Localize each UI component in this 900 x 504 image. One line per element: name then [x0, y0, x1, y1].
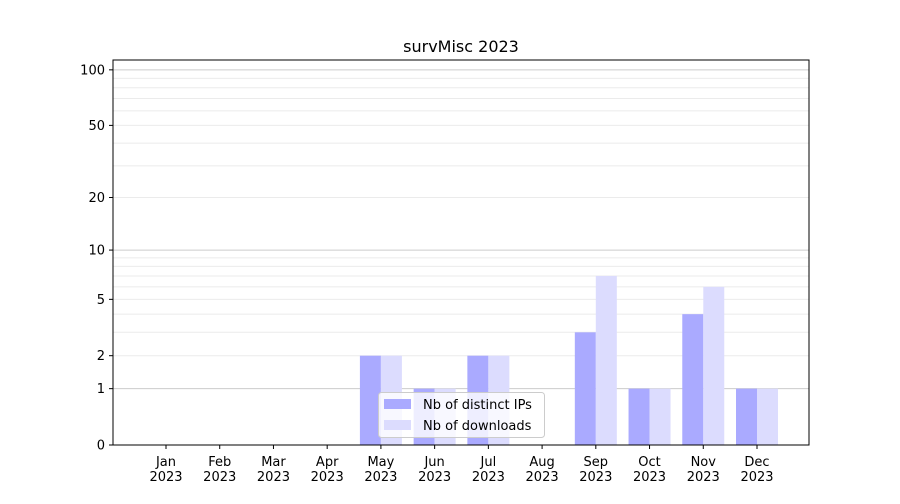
x-tick-label: Aug 2023 [526, 455, 559, 485]
bar-distinct-ips [359, 355, 381, 445]
legend-swatch [384, 420, 411, 430]
x-tick-label: Jul 2023 [472, 455, 505, 485]
y-tick-label: 50 [88, 119, 105, 134]
x-tick-label: Sep 2023 [579, 455, 612, 485]
bar-distinct-ips [628, 388, 650, 445]
y-tick-label: 10 [88, 244, 105, 259]
x-tick-label: Oct 2023 [633, 455, 666, 485]
y-tick-label: 100 [80, 63, 105, 78]
legend-label: Nb of downloads [423, 419, 532, 434]
x-tick-label: Dec 2023 [740, 455, 773, 485]
y-tick-label: 5 [97, 293, 105, 308]
legend-box [378, 392, 545, 438]
x-tick-label: May 2023 [364, 455, 397, 485]
x-tick-label: Apr 2023 [311, 455, 344, 485]
x-tick-label: Mar 2023 [257, 455, 290, 485]
bar-downloads [649, 388, 671, 445]
x-tick-label: Jun 2023 [418, 455, 451, 485]
legend-label: Nb of distinct IPs [423, 398, 532, 413]
y-tick-label: 20 [88, 191, 105, 206]
y-tick-label: 0 [97, 439, 105, 454]
bar-distinct-ips [574, 332, 596, 445]
x-tick-label: Feb 2023 [203, 455, 236, 485]
y-tick-label: 2 [97, 349, 105, 364]
y-tick-label: 1 [97, 382, 105, 397]
bar-distinct-ips [736, 388, 757, 445]
bar-downloads [703, 286, 725, 445]
legend-swatch [384, 399, 411, 409]
plot-frame [112, 59, 810, 446]
x-tick-label: Jan 2023 [149, 455, 182, 485]
bar-distinct-ips [682, 314, 704, 445]
chart-title: survMisc 2023 [403, 37, 519, 56]
bar-downloads [595, 275, 617, 445]
bar-downloads [757, 388, 778, 445]
x-tick-label: Nov 2023 [687, 455, 720, 485]
